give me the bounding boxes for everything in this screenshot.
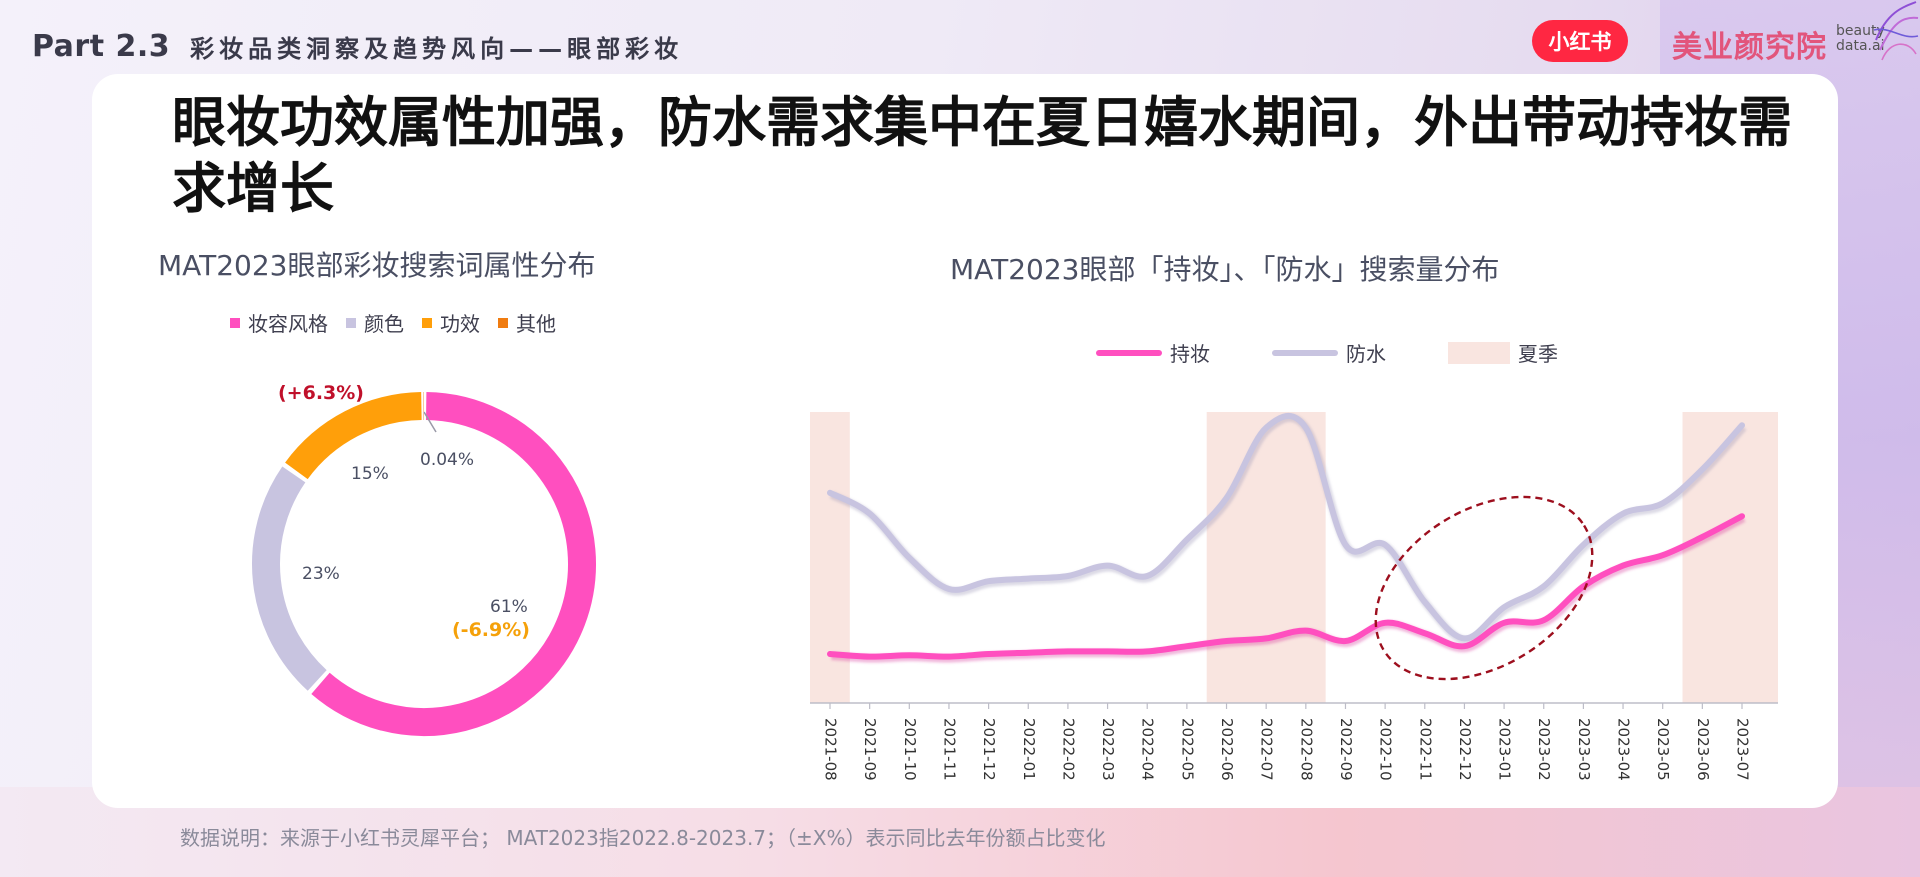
- x-tick-label: 2022-09: [1337, 718, 1355, 781]
- legend-label-hold: 持妆: [1170, 342, 1210, 366]
- legend-label-summer: 夏季: [1518, 342, 1558, 366]
- legend-item-hold: 持妆: [1096, 338, 1210, 367]
- x-tick-label: 2022-01: [1020, 718, 1038, 781]
- highlight-ellipse: [1374, 495, 1594, 681]
- donut-slice-color: [252, 466, 327, 691]
- x-tick-label: 2021-08: [822, 718, 840, 781]
- content-card: [92, 74, 1838, 808]
- donut-label-other: 0.04%: [420, 450, 475, 470]
- x-tick-label: 2022-10: [1377, 718, 1395, 781]
- legend-label-color: 颜色: [364, 312, 404, 336]
- legend-label-efficacy: 功效: [440, 312, 480, 336]
- x-tick-label: 2023-07: [1734, 718, 1752, 781]
- line-chart-title: MAT2023眼部「持妆」、「防水」搜索量分布: [950, 253, 1500, 286]
- donut-slice-efficacy: [285, 392, 422, 480]
- brand-swirl-icon: [1873, 1, 1919, 61]
- donut-annotation-efficacy: (+6.3%): [278, 382, 364, 404]
- legend-swatch-style: [230, 317, 240, 328]
- summer-band: [1206, 412, 1326, 703]
- legend-swatch-summer: [1448, 341, 1510, 364]
- donut-legend: 妆容风格 颜色 功效 其他: [230, 308, 556, 337]
- summer-band: [1682, 412, 1778, 703]
- donut-label-efficacy: 15%: [351, 464, 389, 484]
- x-tick-label: 2021-09: [861, 718, 879, 781]
- brand-en-line-1: beauty: [1836, 23, 1885, 39]
- page-headline: 眼妆功效属性加强，防水需求集中在夏日嬉水期间，外出带动持妆需求增长: [172, 91, 1792, 220]
- x-tick-label: 2022-08: [1297, 718, 1315, 781]
- legend-swatch-color: [346, 317, 356, 328]
- donut-slice-style: [311, 392, 596, 736]
- legend-item-style: 妆容风格: [230, 308, 328, 337]
- x-tick-label: 2022-06: [1218, 718, 1236, 781]
- x-tick-label: 2023-01: [1496, 718, 1514, 781]
- x-tick-label: 2022-12: [1456, 718, 1474, 781]
- x-tick-label: 2023-05: [1654, 718, 1672, 781]
- donut-chart-title: MAT2023眼部彩妆搜索词属性分布: [158, 249, 596, 282]
- legend-item-other: 其他: [498, 308, 556, 337]
- x-tick-label: 2023-03: [1575, 718, 1593, 781]
- x-tick-label: 2022-07: [1258, 718, 1276, 781]
- x-tick-label: 2021-11: [940, 718, 958, 781]
- legend-item-color: 颜色: [346, 308, 404, 337]
- legend-swatch-hold: [1096, 349, 1162, 356]
- donut-label-color: 23%: [302, 564, 340, 584]
- page-header: Part 2.3 彩妆品类洞察及趋势风向——眼部彩妆: [32, 26, 683, 66]
- brand-en-logo: beauty data.ai: [1836, 24, 1885, 54]
- legend-swatch-waterproof: [1272, 349, 1338, 356]
- line-chart: 2021-08 2021-09 2021-10 2021-11 2021-12 2022-…: [810, 412, 1778, 781]
- legend-item-waterproof: 防水: [1272, 338, 1386, 367]
- other-leader-line: [423, 411, 437, 433]
- x-tick-label: 2022-05: [1178, 718, 1196, 781]
- donut-chart: [252, 391, 596, 736]
- x-tick-label: 2023-06: [1694, 718, 1712, 781]
- legend-swatch-efficacy: [422, 317, 432, 328]
- donut-annotation-style: (-6.9%): [452, 619, 530, 641]
- x-tick-label: 2021-12: [980, 718, 998, 781]
- donut-label-style: 61%: [490, 597, 528, 617]
- legend-item-summer: 夏季: [1448, 338, 1558, 367]
- brand-en-line-2: data.ai: [1836, 38, 1885, 54]
- legend-label-waterproof: 防水: [1346, 342, 1386, 366]
- legend-swatch-other: [498, 317, 508, 328]
- xiaohongshu-logo: 小红书: [1532, 20, 1628, 62]
- line-legend: 持妆 防水 夏季: [1096, 338, 1620, 367]
- x-tick-label: 2023-04: [1615, 718, 1633, 781]
- legend-item-efficacy: 功效: [422, 308, 480, 337]
- x-tick-label: 2022-04: [1139, 718, 1157, 781]
- x-tick-label: 2022-11: [1416, 718, 1434, 781]
- x-tick-label: 2021-10: [901, 718, 919, 781]
- line-series-waterproof: [827, 413, 1745, 642]
- data-footnote: 数据说明：来源于小红书灵犀平台； MAT2023指2022.8-2023.7；（…: [180, 826, 1106, 850]
- brand-name-logo: 美业颜究院: [1672, 30, 1827, 65]
- part-label: Part 2.3: [32, 28, 171, 64]
- x-tick-label: 2022-03: [1099, 718, 1117, 781]
- x-tick-label: 2022-02: [1059, 718, 1077, 781]
- part-subtitle: 彩妆品类洞察及趋势风向——眼部彩妆: [190, 34, 684, 63]
- legend-label-other: 其他: [516, 312, 556, 336]
- legend-label-style: 妆容风格: [248, 312, 328, 336]
- x-tick-label: 2023-02: [1535, 718, 1553, 781]
